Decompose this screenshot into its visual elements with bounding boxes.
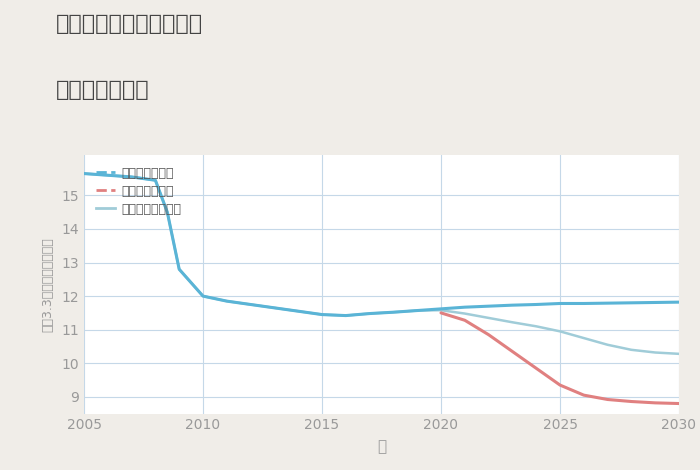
グッドシナリオ [104, 172, 112, 178]
グッドシナリオ [484, 303, 493, 309]
バッドシナリオ [603, 397, 612, 402]
ノーマルシナリオ [365, 311, 374, 316]
ノーマルシナリオ [246, 302, 255, 307]
ノーマルシナリオ [151, 178, 160, 183]
グッドシナリオ [163, 209, 172, 215]
ノーマルシナリオ [223, 298, 231, 304]
ノーマルシナリオ [175, 266, 183, 272]
ノーマルシナリオ [104, 172, 112, 178]
ノーマルシナリオ [556, 329, 564, 334]
ノーマルシナリオ [389, 309, 398, 315]
ノーマルシナリオ [127, 174, 136, 180]
グッドシナリオ [199, 293, 207, 299]
ノーマルシナリオ [80, 171, 88, 176]
Text: 奈良県奈良市西狭川町の: 奈良県奈良市西狭川町の [56, 14, 203, 34]
グッドシナリオ [342, 313, 350, 318]
グッドシナリオ [270, 305, 279, 311]
グッドシナリオ [365, 311, 374, 316]
グッドシナリオ [80, 171, 88, 176]
グッドシナリオ [127, 174, 136, 180]
バッドシナリオ [508, 349, 517, 354]
ノーマルシナリオ [675, 351, 683, 357]
バッドシナリオ [675, 401, 683, 407]
ノーマルシナリオ [318, 312, 326, 317]
ノーマルシナリオ [532, 323, 540, 329]
ノーマルシナリオ [163, 209, 172, 215]
ノーマルシナリオ [294, 308, 302, 314]
Line: ノーマルシナリオ: ノーマルシナリオ [84, 173, 679, 354]
バッドシナリオ [532, 366, 540, 371]
グッドシナリオ [246, 302, 255, 307]
グッドシナリオ [175, 266, 183, 272]
ノーマルシナリオ [651, 350, 659, 355]
グッドシナリオ [556, 301, 564, 306]
ノーマルシナリオ [270, 305, 279, 311]
グッドシナリオ [675, 299, 683, 305]
Legend: グッドシナリオ, バッドシナリオ, ノーマルシナリオ: グッドシナリオ, バッドシナリオ, ノーマルシナリオ [96, 166, 181, 216]
ノーマルシナリオ [627, 347, 636, 352]
グッドシナリオ [294, 308, 302, 314]
Y-axis label: 坪（3.3㎡）単価（万円）: 坪（3.3㎡）単価（万円） [41, 237, 55, 332]
グッドシナリオ [318, 312, 326, 317]
ノーマルシナリオ [342, 313, 350, 318]
バッドシナリオ [437, 310, 445, 316]
Line: バッドシナリオ: バッドシナリオ [441, 313, 679, 404]
バッドシナリオ [627, 399, 636, 404]
Line: グッドシナリオ: グッドシナリオ [84, 173, 679, 315]
ノーマルシナリオ [580, 335, 588, 341]
グッドシナリオ [151, 178, 160, 183]
バッドシナリオ [651, 400, 659, 406]
グッドシナリオ [437, 306, 445, 312]
ノーマルシナリオ [603, 342, 612, 348]
バッドシナリオ [461, 317, 469, 323]
グッドシナリオ [651, 300, 659, 306]
ノーマルシナリオ [461, 311, 469, 316]
ノーマルシナリオ [484, 315, 493, 321]
ノーマルシナリオ [413, 308, 421, 313]
バッドシナリオ [484, 332, 493, 337]
ノーマルシナリオ [437, 307, 445, 313]
グッドシナリオ [580, 301, 588, 306]
ノーマルシナリオ [508, 320, 517, 325]
バッドシナリオ [580, 392, 588, 398]
グッドシナリオ [532, 302, 540, 307]
グッドシナリオ [389, 309, 398, 315]
グッドシナリオ [603, 300, 612, 306]
ノーマルシナリオ [199, 293, 207, 299]
グッドシナリオ [508, 302, 517, 308]
グッドシナリオ [461, 305, 469, 310]
バッドシナリオ [556, 382, 564, 388]
グッドシナリオ [627, 300, 636, 306]
グッドシナリオ [413, 308, 421, 313]
Text: 土地の価格推移: 土地の価格推移 [56, 80, 150, 100]
グッドシナリオ [223, 298, 231, 304]
X-axis label: 年: 年 [377, 439, 386, 454]
